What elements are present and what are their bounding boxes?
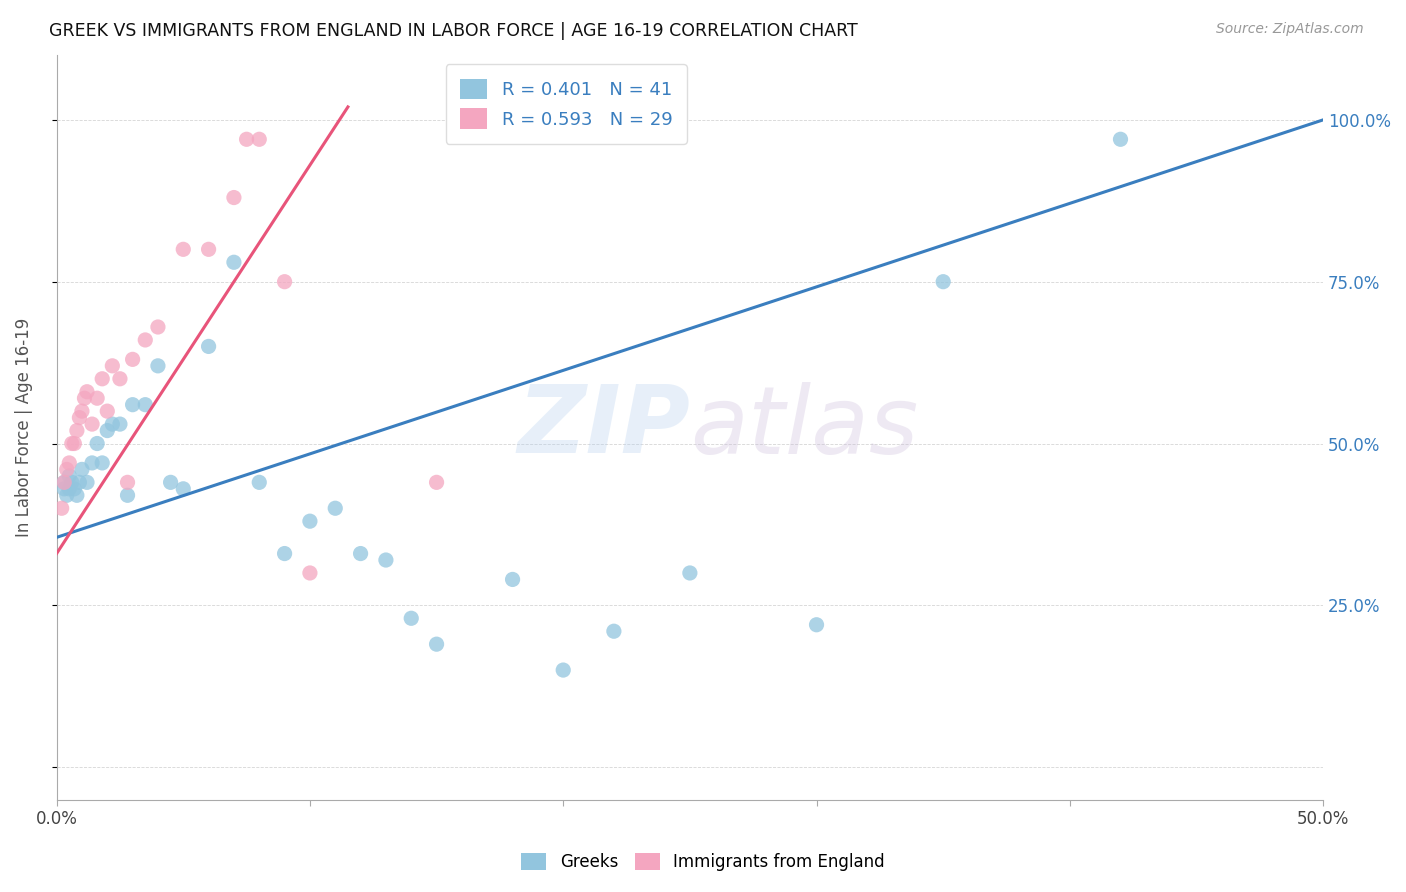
Legend: Greeks, Immigrants from England: Greeks, Immigrants from England <box>513 845 893 880</box>
Point <box>134 398 156 412</box>
Point <box>96 404 118 418</box>
Point <box>247 132 270 146</box>
Point <box>53 475 76 490</box>
Point <box>273 275 295 289</box>
Point <box>55 488 77 502</box>
Point <box>70 462 93 476</box>
Point <box>58 482 80 496</box>
Point <box>374 553 396 567</box>
Point <box>108 417 131 431</box>
Point <box>298 566 321 580</box>
Point <box>73 391 96 405</box>
Point <box>60 436 83 450</box>
Point <box>806 617 828 632</box>
Point <box>222 190 245 204</box>
Point <box>55 462 77 476</box>
Point <box>426 637 449 651</box>
Y-axis label: In Labor Force | Age 16-19: In Labor Force | Age 16-19 <box>15 318 32 537</box>
Point <box>70 404 93 418</box>
Point <box>323 501 346 516</box>
Point <box>91 372 114 386</box>
Text: Source: ZipAtlas.com: Source: ZipAtlas.com <box>1216 22 1364 37</box>
Point <box>399 611 422 625</box>
Point <box>67 410 90 425</box>
Point <box>197 243 219 257</box>
Point <box>121 352 143 367</box>
Point <box>117 488 139 502</box>
Point <box>146 359 169 373</box>
Point <box>426 475 449 490</box>
Point <box>60 475 83 490</box>
Point <box>66 488 89 502</box>
Text: GREEK VS IMMIGRANTS FROM ENGLAND IN LABOR FORCE | AGE 16-19 CORRELATION CHART: GREEK VS IMMIGRANTS FROM ENGLAND IN LABO… <box>49 22 858 40</box>
Point <box>197 339 219 353</box>
Point <box>86 391 108 405</box>
Point <box>58 456 80 470</box>
Point <box>91 456 114 470</box>
Point <box>80 417 103 431</box>
Text: ZIP: ZIP <box>517 382 690 474</box>
Legend: R = 0.401   N = 41, R = 0.593   N = 29: R = 0.401 N = 41, R = 0.593 N = 29 <box>446 64 686 144</box>
Point <box>53 482 76 496</box>
Point <box>146 320 169 334</box>
Point <box>172 482 194 496</box>
Point <box>101 359 124 373</box>
Point <box>349 547 371 561</box>
Point <box>101 417 124 431</box>
Point <box>172 243 194 257</box>
Point <box>159 475 181 490</box>
Point <box>603 624 626 639</box>
Point <box>553 663 575 677</box>
Point <box>1109 132 1132 146</box>
Point <box>108 372 131 386</box>
Point <box>235 132 257 146</box>
Point <box>67 475 90 490</box>
Point <box>51 501 73 516</box>
Point <box>134 333 156 347</box>
Point <box>298 514 321 528</box>
Point <box>53 475 76 490</box>
Point <box>80 456 103 470</box>
Point <box>222 255 245 269</box>
Point <box>96 424 118 438</box>
Point <box>121 398 143 412</box>
Point <box>58 468 80 483</box>
Point <box>247 475 270 490</box>
Point <box>76 384 98 399</box>
Point <box>502 573 524 587</box>
Point <box>117 475 139 490</box>
Text: atlas: atlas <box>690 382 918 473</box>
Point <box>679 566 702 580</box>
Point <box>63 436 86 450</box>
Point <box>932 275 955 289</box>
Point <box>66 424 89 438</box>
Point <box>63 482 86 496</box>
Point <box>76 475 98 490</box>
Point <box>86 436 108 450</box>
Point <box>273 547 295 561</box>
